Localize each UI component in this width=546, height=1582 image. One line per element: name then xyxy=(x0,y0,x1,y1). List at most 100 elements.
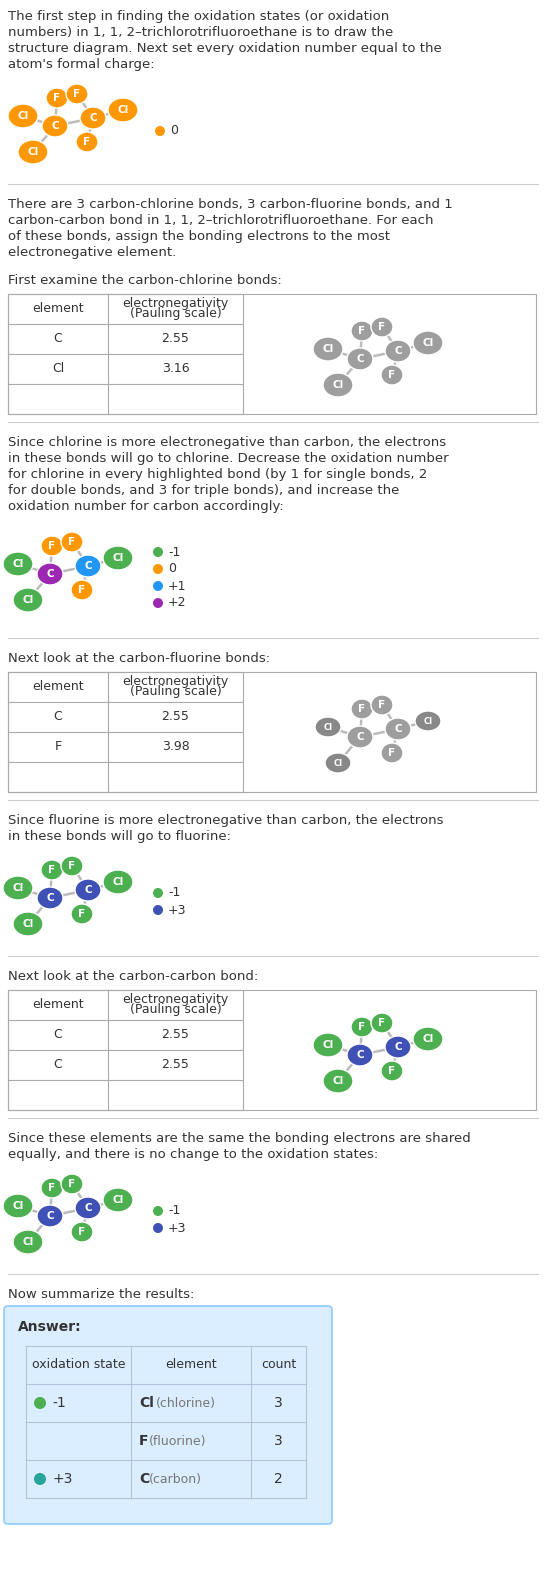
Ellipse shape xyxy=(8,104,38,128)
Ellipse shape xyxy=(323,373,353,397)
Ellipse shape xyxy=(313,337,343,361)
Text: (Pauling scale): (Pauling scale) xyxy=(129,1003,221,1017)
Bar xyxy=(8,672,243,793)
Text: C: C xyxy=(394,1043,402,1052)
Ellipse shape xyxy=(347,1044,373,1066)
Text: 0: 0 xyxy=(168,563,176,576)
Ellipse shape xyxy=(313,1033,343,1057)
Text: Cl: Cl xyxy=(22,919,34,929)
Text: Cl: Cl xyxy=(323,723,333,731)
Circle shape xyxy=(34,1397,46,1410)
Ellipse shape xyxy=(371,316,393,337)
Text: Cl: Cl xyxy=(13,558,23,570)
Ellipse shape xyxy=(61,856,83,876)
Text: F: F xyxy=(68,536,75,547)
Ellipse shape xyxy=(413,331,443,354)
Text: +3: +3 xyxy=(168,903,187,916)
Text: C: C xyxy=(51,120,59,131)
Ellipse shape xyxy=(315,717,341,737)
Text: Cl: Cl xyxy=(322,343,334,354)
Text: F: F xyxy=(55,740,62,753)
Text: oxidation number for carbon accordingly:: oxidation number for carbon accordingly: xyxy=(8,500,284,513)
Text: C: C xyxy=(356,732,364,742)
Text: 3.98: 3.98 xyxy=(162,740,189,753)
Text: (Pauling scale): (Pauling scale) xyxy=(129,307,221,321)
Text: C: C xyxy=(89,112,97,123)
Ellipse shape xyxy=(371,694,393,715)
Ellipse shape xyxy=(103,1188,133,1212)
Text: F: F xyxy=(358,704,366,713)
Ellipse shape xyxy=(61,532,83,552)
Ellipse shape xyxy=(351,321,373,342)
Ellipse shape xyxy=(46,89,68,108)
Ellipse shape xyxy=(413,1027,443,1050)
Text: in these bonds will go to chlorine. Decrease the oxidation number: in these bonds will go to chlorine. Decr… xyxy=(8,452,449,465)
Ellipse shape xyxy=(37,1205,63,1228)
Ellipse shape xyxy=(385,718,411,740)
Circle shape xyxy=(153,598,163,607)
Ellipse shape xyxy=(37,888,63,910)
Text: F: F xyxy=(378,1017,385,1028)
Text: in these bonds will go to fluorine:: in these bonds will go to fluorine: xyxy=(8,831,231,843)
Text: Cl: Cl xyxy=(423,339,434,348)
Ellipse shape xyxy=(71,903,93,924)
Ellipse shape xyxy=(75,555,101,577)
Text: C: C xyxy=(356,1050,364,1060)
Text: Cl: Cl xyxy=(22,595,34,604)
Ellipse shape xyxy=(41,861,63,880)
Text: for chlorine in every highlighted bond (by 1 for single bonds, 2: for chlorine in every highlighted bond (… xyxy=(8,468,428,481)
Text: electronegative element.: electronegative element. xyxy=(8,245,176,259)
Text: -1: -1 xyxy=(168,1204,180,1218)
Text: F: F xyxy=(49,865,56,875)
Ellipse shape xyxy=(3,552,33,576)
Ellipse shape xyxy=(385,1036,411,1058)
Text: for double bonds, and 3 for triple bonds), and increase the: for double bonds, and 3 for triple bonds… xyxy=(8,484,399,497)
Text: F: F xyxy=(388,370,395,380)
Text: 2.55: 2.55 xyxy=(162,710,189,723)
Bar xyxy=(8,672,536,793)
Text: Cl: Cl xyxy=(334,758,342,767)
FancyBboxPatch shape xyxy=(4,1307,332,1523)
Ellipse shape xyxy=(351,1017,373,1036)
Circle shape xyxy=(153,581,163,592)
Text: Now summarize the results:: Now summarize the results: xyxy=(8,1288,194,1300)
Ellipse shape xyxy=(41,536,63,555)
Ellipse shape xyxy=(103,546,133,570)
Text: 0: 0 xyxy=(170,125,178,138)
Text: 3: 3 xyxy=(274,1433,283,1448)
Ellipse shape xyxy=(3,876,33,900)
Circle shape xyxy=(153,1223,163,1232)
Ellipse shape xyxy=(347,348,373,370)
Ellipse shape xyxy=(381,744,403,763)
Text: C: C xyxy=(394,725,402,734)
Text: F: F xyxy=(68,861,75,872)
Ellipse shape xyxy=(41,1179,63,1198)
Text: Cl: Cl xyxy=(112,1194,123,1205)
Text: numbers) in 1, 1, 2–trichlorotrifluoroethane is to draw the: numbers) in 1, 1, 2–trichlorotrifluoroet… xyxy=(8,25,393,40)
Text: C: C xyxy=(46,892,54,903)
Ellipse shape xyxy=(13,1229,43,1255)
Circle shape xyxy=(153,905,163,914)
Ellipse shape xyxy=(325,753,351,774)
Text: element: element xyxy=(32,302,84,315)
Text: structure diagram. Next set every oxidation number equal to the: structure diagram. Next set every oxidat… xyxy=(8,43,442,55)
Text: F: F xyxy=(54,93,61,103)
Text: count: count xyxy=(261,1359,296,1372)
Ellipse shape xyxy=(18,139,48,165)
Text: F: F xyxy=(79,1228,86,1237)
Text: 2.55: 2.55 xyxy=(162,1028,189,1041)
Ellipse shape xyxy=(381,365,403,384)
Text: -1: -1 xyxy=(168,886,180,900)
Text: Cl: Cl xyxy=(139,1395,154,1410)
Text: C: C xyxy=(54,1028,62,1041)
Text: F: F xyxy=(84,138,91,147)
Text: (chlorine): (chlorine) xyxy=(156,1397,216,1410)
Text: element: element xyxy=(165,1359,217,1372)
Circle shape xyxy=(153,888,163,899)
Text: Cl: Cl xyxy=(13,883,23,892)
Text: Cl: Cl xyxy=(27,147,39,157)
Text: 3.16: 3.16 xyxy=(162,362,189,375)
Ellipse shape xyxy=(75,1198,101,1220)
Text: Cl: Cl xyxy=(13,1201,23,1210)
Text: element: element xyxy=(32,998,84,1011)
